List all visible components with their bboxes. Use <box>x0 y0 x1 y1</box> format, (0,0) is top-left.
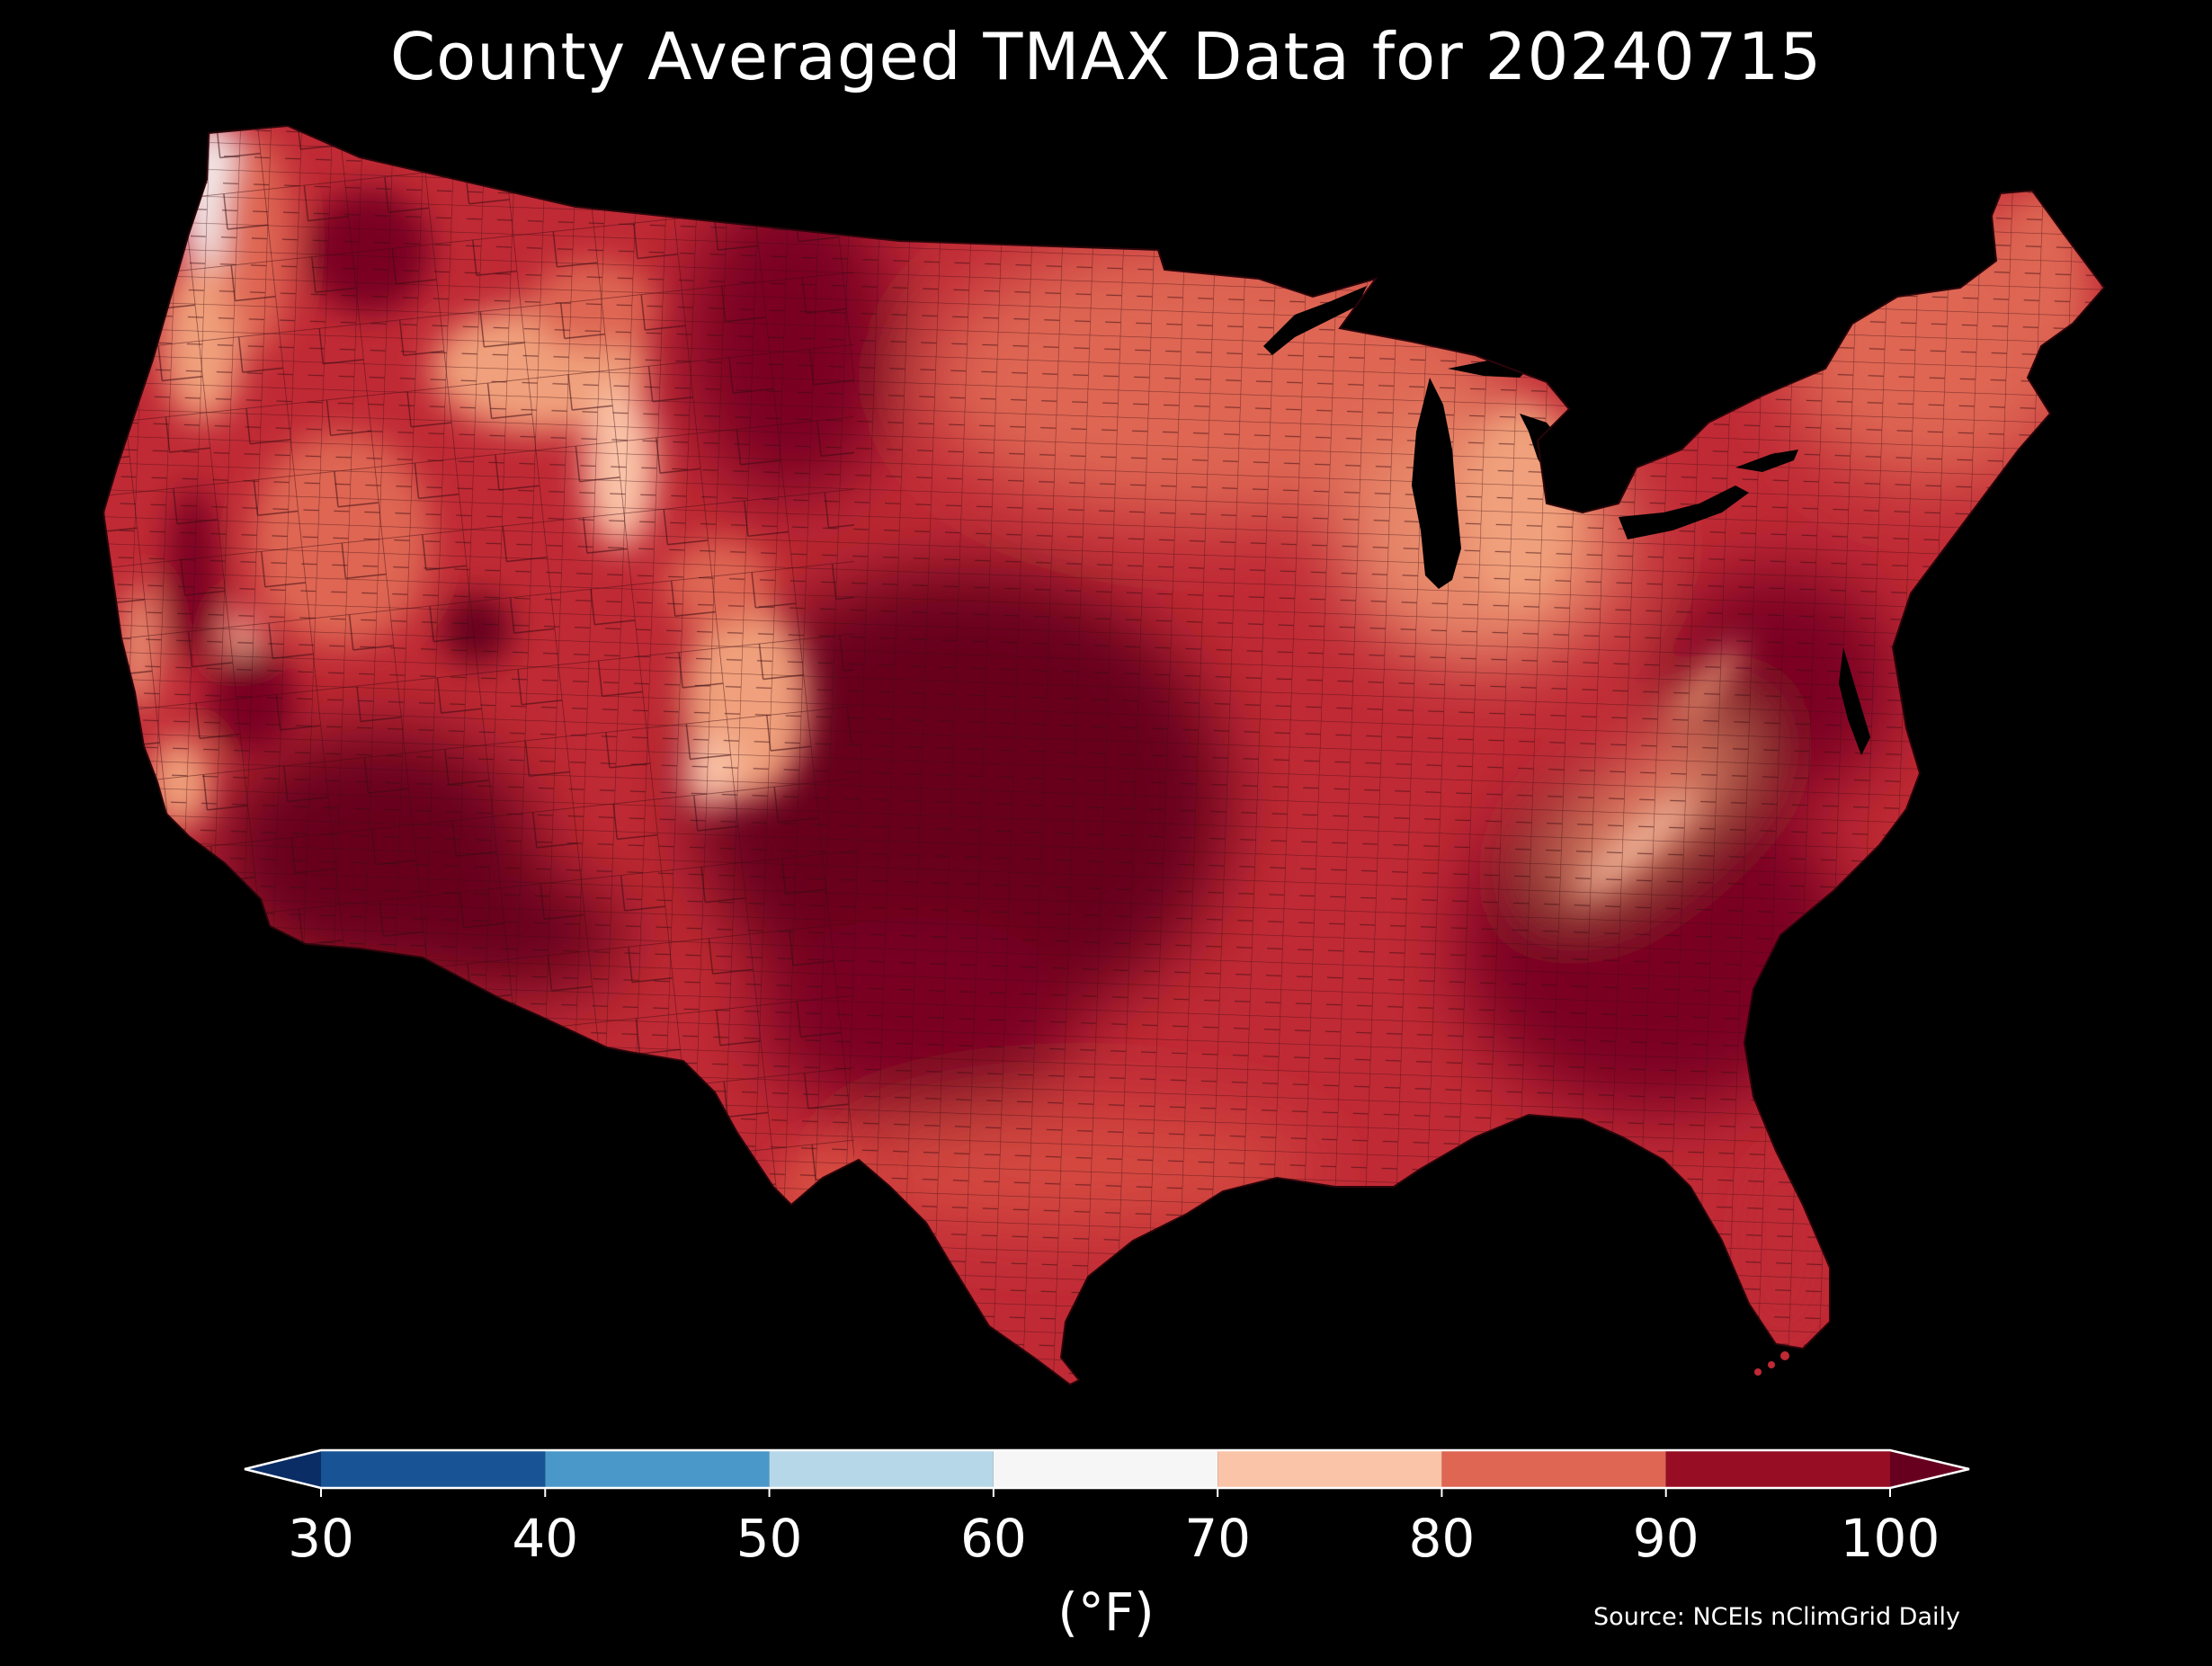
colorbar-tick-label: 30 <box>288 1508 354 1569</box>
colorbar-tick-label: 50 <box>736 1508 803 1569</box>
colorbar-bin-3 <box>993 1450 1218 1488</box>
colorbar-tick-label: 80 <box>1408 1508 1476 1569</box>
chesapeake-bay <box>1839 647 1870 755</box>
colorbar-tick-label: 60 <box>959 1508 1027 1569</box>
source-label: Source: NCEIs nClimGrid Daily <box>1593 1603 1960 1631</box>
colorbar-bin-4 <box>1217 1450 1442 1488</box>
colorbar-bin-1 <box>545 1450 770 1488</box>
colorbar-tick-label: 70 <box>1184 1508 1252 1569</box>
colorbar-units-label: (°F) <box>1057 1581 1155 1643</box>
florida-keys <box>1754 1351 1789 1376</box>
colorbar-bin-2 <box>769 1450 994 1488</box>
colorbar-under-extension <box>245 1450 321 1488</box>
colorbar-bin-0 <box>321 1450 546 1488</box>
us-outline <box>102 124 2106 1386</box>
colorbar-tick-label: 90 <box>1632 1508 1699 1569</box>
colorbar-bin-6 <box>1665 1450 1890 1488</box>
colorbar-tick-label: 100 <box>1840 1508 1940 1569</box>
colorbar-tick-label: 40 <box>512 1508 579 1569</box>
colorbar-over-extension <box>1890 1450 1969 1488</box>
map-title: County Averaged TMAX Data for 20240715 <box>389 19 1823 94</box>
great-lakes <box>1263 286 1798 589</box>
colorbar-bin-5 <box>1441 1450 1666 1488</box>
